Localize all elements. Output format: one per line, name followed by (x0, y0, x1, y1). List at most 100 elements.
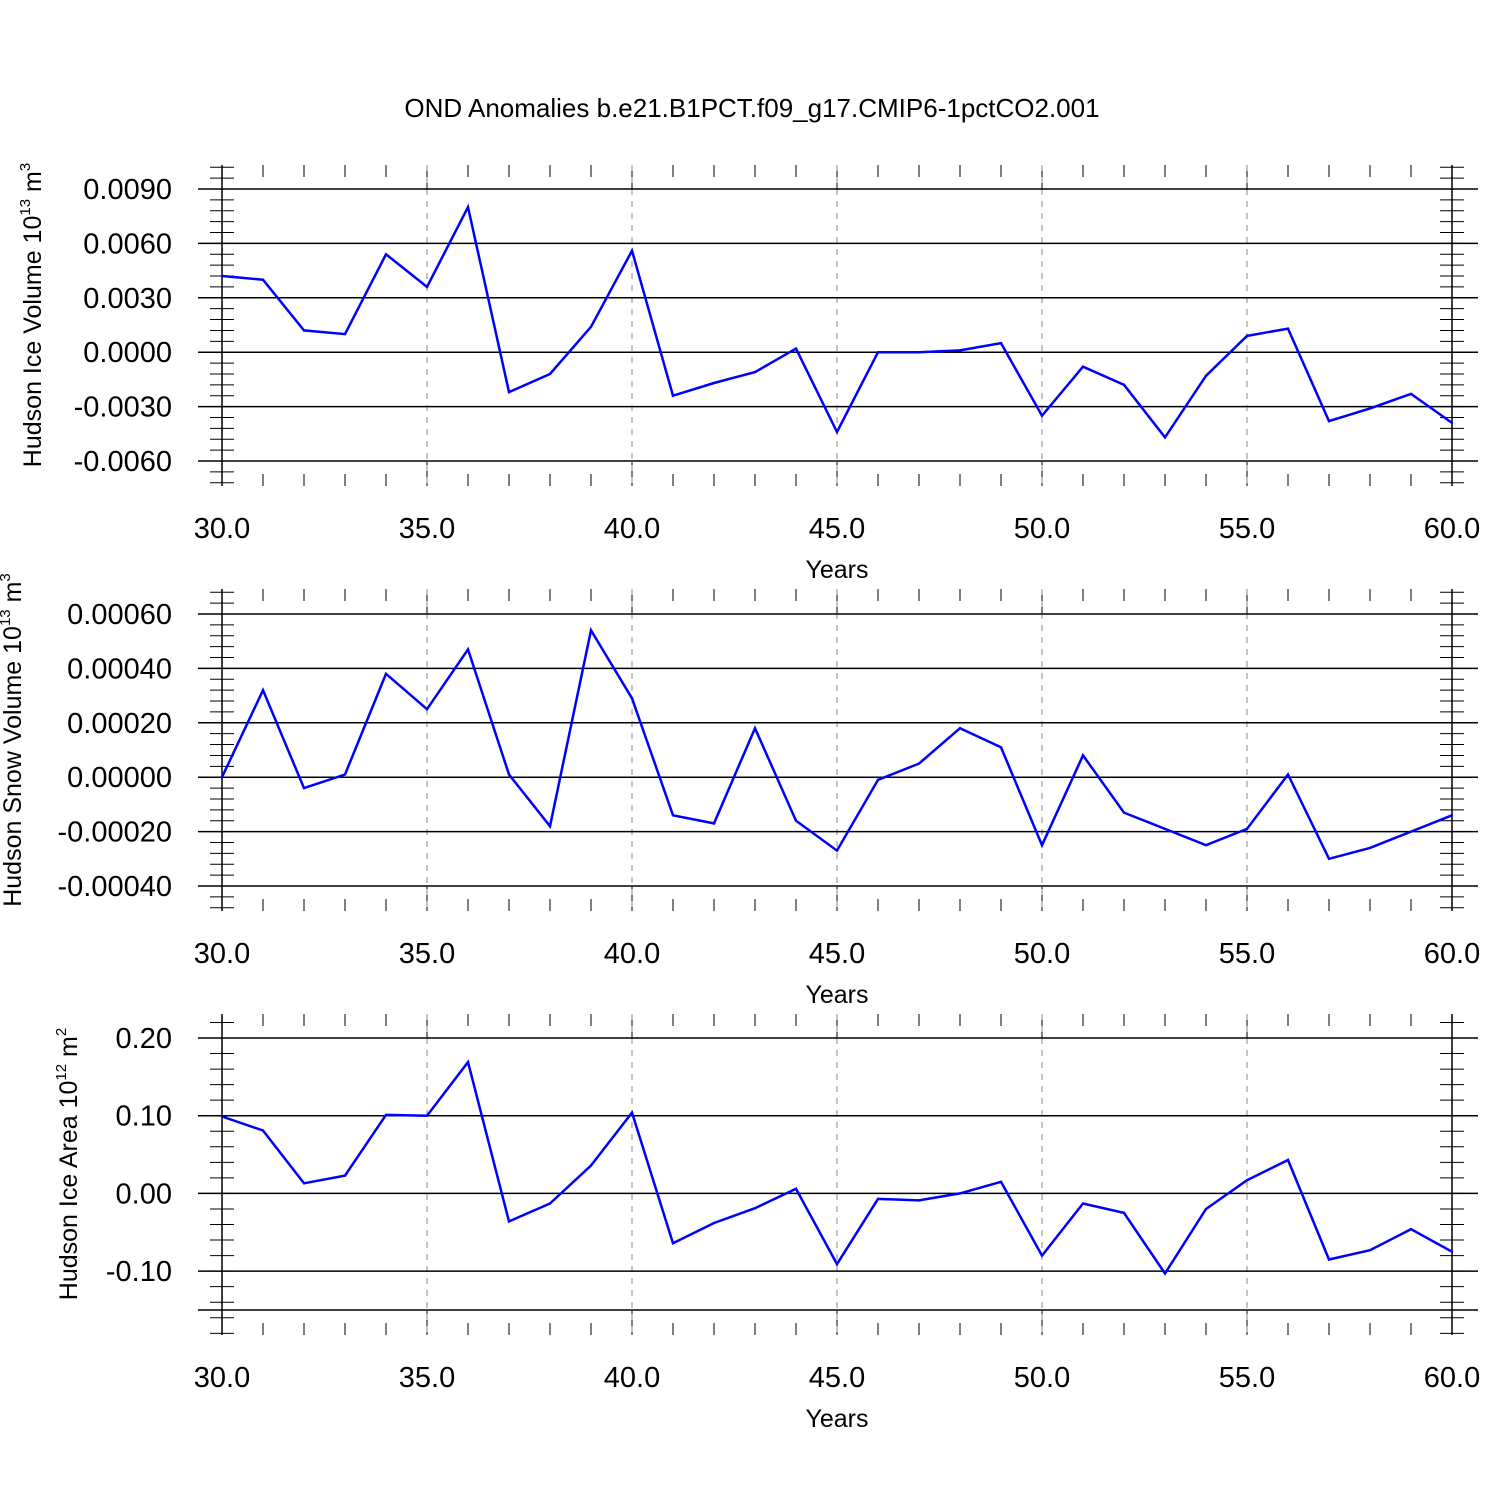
data-point (1327, 857, 1331, 860)
data-point (1409, 1227, 1413, 1231)
data-point (1450, 1250, 1454, 1253)
data-point (548, 372, 552, 376)
data-point (753, 727, 757, 730)
x-tick-label: 40.0 (604, 1362, 660, 1394)
y-tick-label: 0.0030 (83, 283, 172, 315)
data-point (1163, 827, 1167, 831)
data-point (466, 648, 470, 651)
data-point (794, 819, 798, 822)
data-point (589, 629, 593, 632)
y-tick-label: 0.20 (116, 1023, 172, 1055)
y-tick-label: -0.0060 (74, 446, 172, 478)
x-tick-label: 35.0 (399, 513, 455, 545)
data-point (999, 1180, 1003, 1183)
panel-2: 0.00060 0.00040 0.00020 0.00000 -0.00020 -0.0… (0, 573, 1480, 1009)
data-point (1204, 1207, 1208, 1211)
y-title-exponent: 12 (53, 1064, 70, 1081)
panels-group: 0.00900.00600.00300.0000-0.0030-0.006030… (0, 163, 1480, 1433)
data-point (835, 430, 839, 434)
data-point (548, 1202, 552, 1205)
y-title-unit-exponent: 2 (53, 1028, 70, 1036)
y-tick-label: 0.00060 (67, 599, 172, 631)
data-point (958, 727, 962, 730)
data-point (507, 1220, 511, 1223)
data-point (425, 1114, 429, 1117)
data-point (343, 773, 347, 776)
x-tick-label: 45.0 (809, 513, 865, 545)
x-tick-label: 55.0 (1219, 513, 1275, 545)
data-point (384, 253, 388, 256)
data-point (712, 822, 716, 825)
x-tick-label: 50.0 (1014, 1362, 1070, 1394)
figure-title: OND Anomalies b.e21.B1PCT.f09_g17.CMIP6-… (404, 93, 1099, 123)
data-point (671, 1241, 675, 1245)
y-tick-label: 0.10 (116, 1101, 172, 1133)
data-point (712, 1221, 716, 1225)
x-tick-label: 35.0 (399, 938, 455, 970)
y-tick-label: -0.0030 (74, 392, 172, 424)
x-tick-label: 40.0 (604, 513, 660, 545)
data-point (220, 1115, 224, 1118)
y-title-main: Hudson Ice Volume 10 (19, 216, 47, 468)
y-title-exponent: 13 (17, 199, 34, 216)
data-point (261, 278, 265, 281)
data-point (302, 1182, 306, 1185)
x-axis-title: Years (805, 1405, 868, 1433)
data-point (1040, 844, 1044, 847)
x-tick-label: 30.0 (194, 938, 250, 970)
data-point (1368, 407, 1372, 410)
x-tick-label: 30.0 (194, 1362, 250, 1394)
data-point (343, 332, 347, 336)
data-point (1368, 846, 1372, 850)
data-point (999, 341, 1003, 345)
y-tick-label: -0.00040 (58, 871, 173, 903)
data-point (343, 1174, 347, 1177)
data-point (1122, 1211, 1126, 1215)
y-title-unit: m (55, 1036, 83, 1064)
data-point (753, 370, 757, 374)
data-point (876, 1197, 880, 1201)
x-axis-title: Years (805, 556, 868, 584)
x-tick-label: 30.0 (194, 513, 250, 545)
data-point (794, 347, 798, 350)
data-point (671, 814, 675, 817)
data-point (1327, 1258, 1331, 1261)
data-point (425, 285, 429, 289)
data-point (384, 1113, 388, 1117)
data-point (630, 697, 634, 700)
y-tick-label: 0.0060 (83, 228, 172, 260)
data-point (958, 349, 962, 352)
data-point (1409, 392, 1413, 396)
x-tick-label: 35.0 (399, 1362, 455, 1394)
data-point (794, 1187, 798, 1190)
data-point (261, 1129, 265, 1132)
data-point (507, 390, 511, 394)
data-point (1286, 1158, 1290, 1162)
data-point (302, 786, 306, 790)
data-point (1081, 754, 1085, 757)
data-point (1040, 414, 1044, 417)
data-point (876, 778, 880, 782)
data-point (835, 1262, 839, 1266)
data-point (876, 351, 880, 354)
data-point (917, 762, 921, 765)
data-point (1327, 419, 1331, 423)
data-point (589, 1164, 593, 1167)
y-tick-label: 0.0090 (83, 174, 172, 206)
data-point (1081, 1202, 1085, 1205)
data-point (1245, 1179, 1249, 1182)
y-title-main: Hudson Ice Area 10 (55, 1081, 83, 1301)
data-point (1204, 374, 1208, 377)
panel-1: 0.0090 0.0060 0.0030 0.0000 -0.0030 -0.0060 30… (17, 163, 1480, 584)
y-axis-title: Hudson Ice Volume 1013 m3 (17, 163, 47, 467)
y-title-unit-exponent: 3 (0, 573, 14, 581)
x-tick-label: 45.0 (809, 1362, 865, 1394)
data-point (589, 325, 593, 329)
data-point (384, 672, 388, 676)
data-point (630, 249, 634, 252)
data-point (507, 773, 511, 776)
y-tick-label: 0.00040 (67, 653, 172, 685)
y-tick-label: -0.10 (106, 1256, 172, 1288)
data-point (1286, 773, 1290, 776)
data-point (1450, 814, 1454, 817)
